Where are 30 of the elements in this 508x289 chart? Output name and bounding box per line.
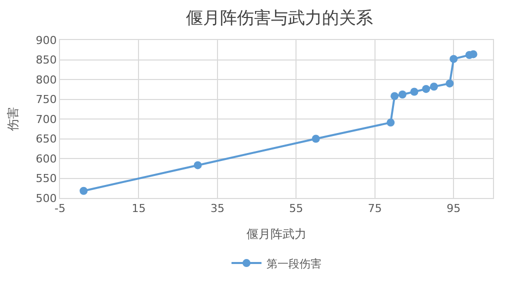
point <box>390 92 399 100</box>
y-tick-label: 650 <box>36 132 57 146</box>
point <box>450 54 458 63</box>
x-tick-label: 95 <box>446 202 461 216</box>
x-axis-title: 偃月阵武力 <box>246 227 306 242</box>
legend-label: 第一段伤害 <box>266 257 322 270</box>
x-tick-label: 55 <box>289 202 304 216</box>
point <box>194 161 202 170</box>
point <box>446 79 454 88</box>
y-tick-label: 900 <box>36 34 57 47</box>
point <box>410 88 418 96</box>
y-tick-label: 550 <box>36 172 57 186</box>
chart-title: 偃月阵伤害与武力的关系 <box>186 8 373 28</box>
point <box>312 134 320 143</box>
y-tick-label: 600 <box>36 152 57 166</box>
point <box>398 90 406 99</box>
point <box>80 186 88 195</box>
point <box>386 118 395 127</box>
x-tick-label: 75 <box>368 202 382 216</box>
x-tick-label: 15 <box>132 202 146 216</box>
y-tick-label: 850 <box>36 54 57 67</box>
x-tick-label: 35 <box>210 202 224 216</box>
point <box>422 84 430 93</box>
y-tick-label: 750 <box>36 93 57 106</box>
y-axis-title: 伤害 <box>6 107 20 131</box>
y-tick-label: 800 <box>36 73 57 86</box>
y-tick-label: 700 <box>36 112 57 126</box>
x-tick-label: -5 <box>54 202 66 216</box>
y-tick-label: 500 <box>36 192 57 205</box>
point <box>430 82 438 91</box>
